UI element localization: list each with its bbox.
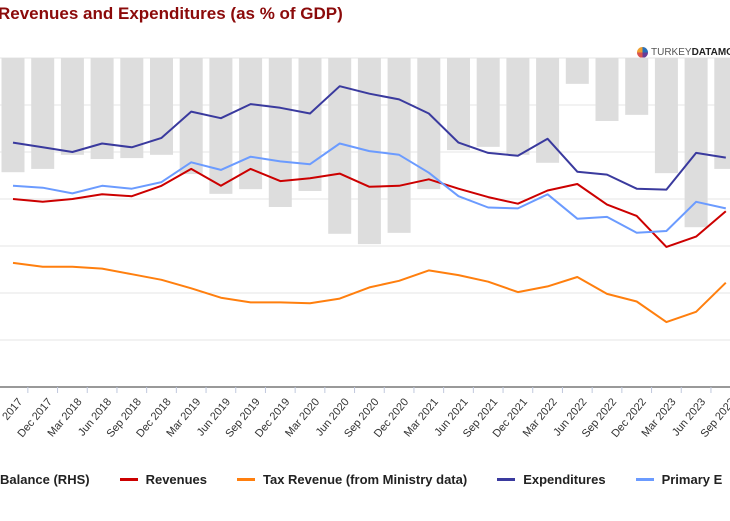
legend-item-primary-expenditures[interactable]: Primary E bbox=[635, 472, 723, 487]
line-revenues bbox=[12, 167, 727, 248]
bar-balance bbox=[268, 58, 292, 207]
legend-swatch bbox=[635, 478, 654, 481]
bar-balance bbox=[654, 58, 678, 174]
legend-swatch bbox=[237, 478, 255, 481]
bar-balance bbox=[536, 58, 560, 163]
legend-swatch bbox=[497, 478, 516, 481]
bar-balance bbox=[150, 58, 173, 155]
legend-swatch bbox=[119, 478, 138, 481]
chart-title: Revenues and Expenditures (as % of GDP) bbox=[0, 4, 343, 23]
legend-label: Tax Revenue (from Ministry data) bbox=[263, 472, 468, 487]
legend-item-balance[interactable]: Balance (RHS) bbox=[0, 472, 90, 487]
bar-balance bbox=[239, 58, 263, 190]
bar-balance bbox=[387, 58, 411, 233]
bar-balance bbox=[417, 58, 441, 190]
line-expenditures bbox=[12, 85, 726, 191]
bar-balance bbox=[476, 58, 500, 147]
bar-balance bbox=[595, 58, 619, 121]
bar-balance bbox=[31, 58, 55, 169]
legend: Balance (RHS) Revenues Tax Revenue (from… bbox=[0, 472, 730, 487]
legend-label: Balance (RHS) bbox=[0, 472, 90, 487]
bar-balance bbox=[447, 58, 470, 151]
legend-label: Expenditures bbox=[523, 472, 606, 487]
line-tax-revenue-from-ministry-data- bbox=[12, 261, 727, 324]
legend-item-expenditures[interactable]: Expenditures bbox=[497, 472, 606, 487]
bar-balance bbox=[684, 58, 708, 228]
bar-balance bbox=[506, 58, 530, 155]
bar-balance bbox=[714, 58, 730, 169]
bar-balance bbox=[179, 58, 203, 175]
watermark-logo: TURKEYDATAMO bbox=[637, 47, 730, 58]
legend-item-tax-revenue[interactable]: Tax Revenue (from Ministry data) bbox=[237, 472, 467, 487]
legend-label: Revenues bbox=[145, 472, 207, 487]
bar-balance bbox=[625, 58, 649, 115]
bar-balance bbox=[1, 58, 25, 173]
line-primary-e bbox=[12, 142, 727, 234]
bar-balance bbox=[328, 58, 352, 234]
legend-item-revenues[interactable]: Revenues bbox=[119, 472, 207, 487]
bar-balance bbox=[90, 58, 114, 160]
bar-balance bbox=[209, 58, 233, 194]
x-tick-label: 2017 bbox=[0, 396, 25, 422]
bar-balance bbox=[120, 58, 144, 159]
bar-balance bbox=[565, 58, 589, 84]
bar-balance bbox=[60, 58, 84, 155]
legend-label: Primary E bbox=[661, 472, 723, 487]
logo-pie-icon bbox=[637, 47, 648, 58]
bar-balance bbox=[298, 58, 322, 192]
